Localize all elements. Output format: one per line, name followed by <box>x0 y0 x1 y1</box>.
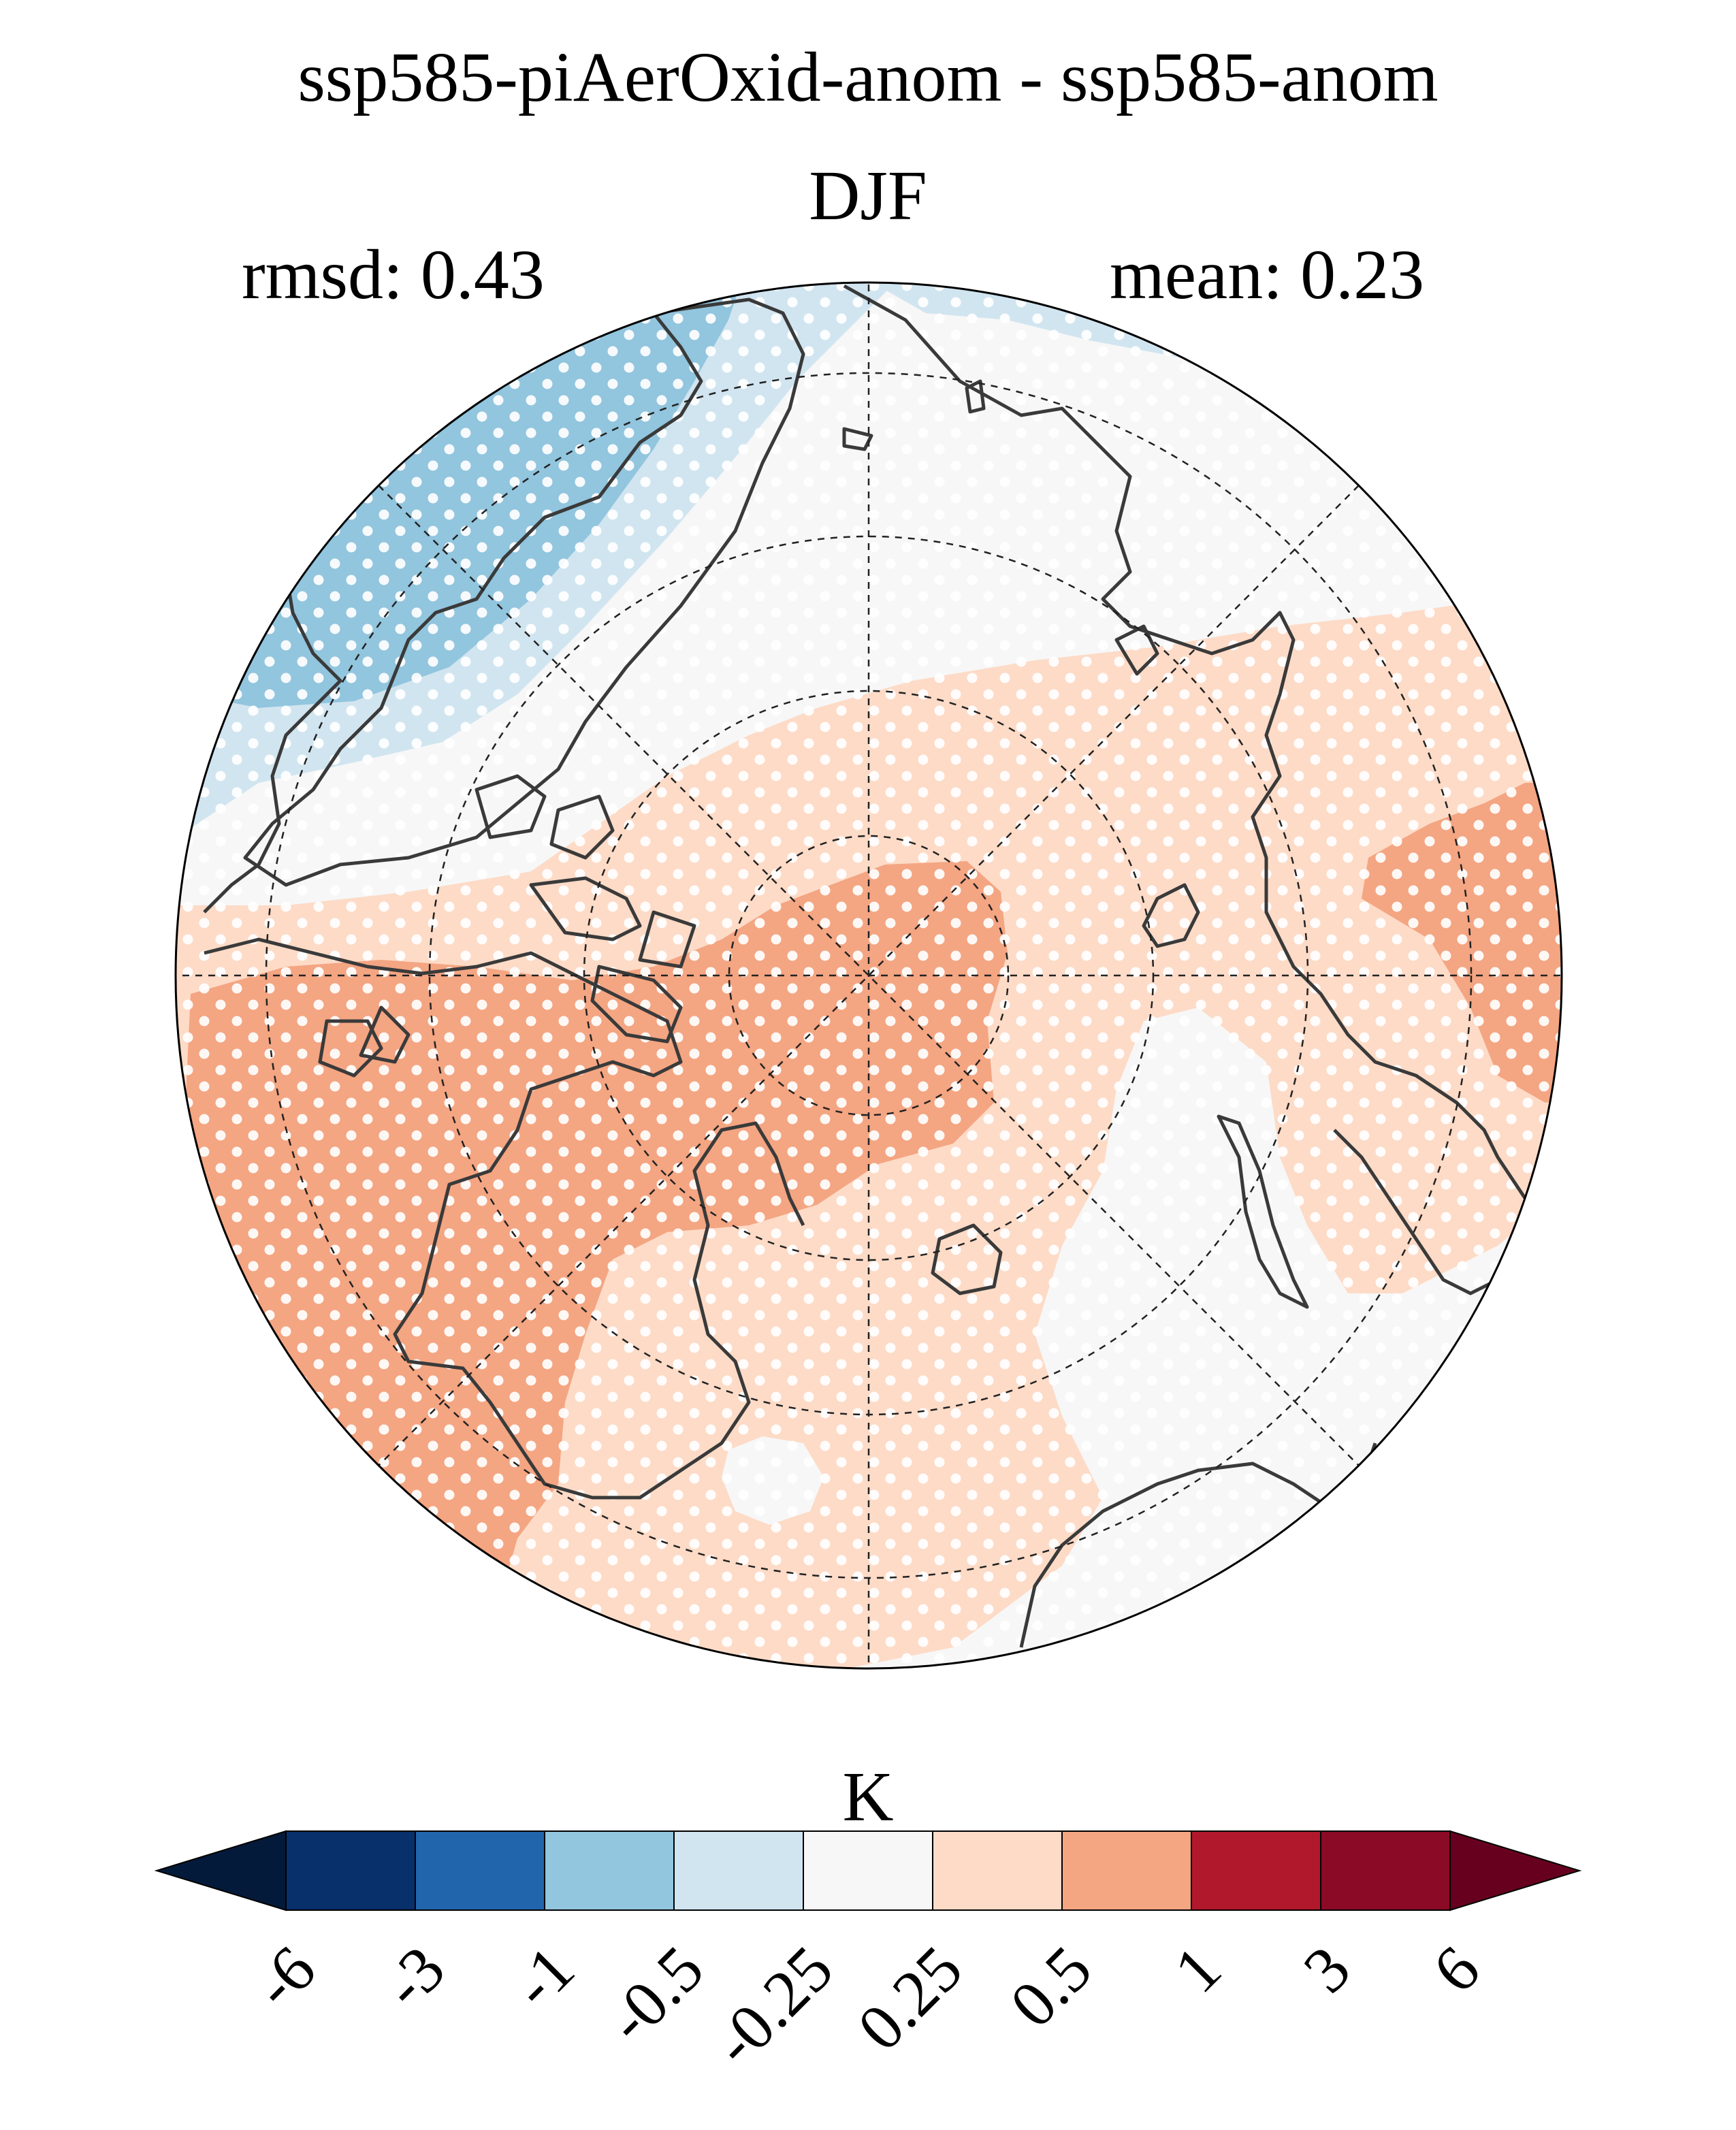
colorbar-segment <box>1320 1830 1451 1911</box>
season-label: DJF <box>809 157 927 235</box>
colorbar-tick-label: -0.25 <box>698 1932 846 2080</box>
colorbar-tick-label: 6 <box>1419 1932 1494 2007</box>
colorbar-segment <box>1061 1830 1192 1911</box>
rmsd-label: rmsd: 0.43 <box>242 236 545 314</box>
meridian-135 <box>378 485 1360 1466</box>
colorbar-segment <box>932 1830 1063 1911</box>
colorbar-tick-label: -6 <box>239 1932 329 2022</box>
colorbar-segment <box>1191 1830 1321 1911</box>
meridian-45 <box>378 485 1360 1466</box>
colorbar-tick-label: -0.5 <box>592 1932 717 2056</box>
map-boundary <box>174 281 1563 1670</box>
colorbar-tick-label: 0.25 <box>843 1932 976 2064</box>
colorbar-under-extend <box>154 1830 287 1911</box>
colorbar-tick-label: -3 <box>368 1932 458 2022</box>
colorbar-over-extend <box>1449 1830 1582 1911</box>
polar-map <box>174 281 1563 1670</box>
colorbar-segment <box>673 1830 804 1911</box>
colorbar-tick-label: 1 <box>1160 1932 1235 2007</box>
colorbar-segment <box>415 1830 545 1911</box>
colorbar-unit: K <box>842 1758 894 1836</box>
colorbar-segment <box>544 1830 675 1911</box>
coastlines <box>203 284 1527 1648</box>
iceland-coast <box>931 1223 1003 1295</box>
north-america-coast <box>203 571 805 1500</box>
map-title: ssp585-piAerOxid-anom - ssp585-anom <box>298 38 1438 116</box>
canadian-archipelago-coast <box>318 774 696 1078</box>
field-layer <box>176 283 1562 1668</box>
colorbar-segment <box>285 1830 416 1911</box>
mean-label: mean: 0.23 <box>1110 236 1425 314</box>
siberian-islands-coast <box>842 379 1159 676</box>
colorbar-tick-label: 0.5 <box>996 1932 1106 2042</box>
greenland-coast <box>243 297 805 887</box>
significance-stippling <box>176 283 1562 1668</box>
colorbar-tick-label: 3 <box>1289 1932 1364 2007</box>
svalbard-coast <box>1142 883 1200 948</box>
colorbar-segment <box>803 1830 933 1911</box>
novaya-zemlya-coast <box>1217 1114 1309 1309</box>
latitude-circle-80 <box>728 835 1010 1116</box>
colorbar-tick-label: -1 <box>498 1932 588 2022</box>
graticule <box>176 283 1562 1668</box>
